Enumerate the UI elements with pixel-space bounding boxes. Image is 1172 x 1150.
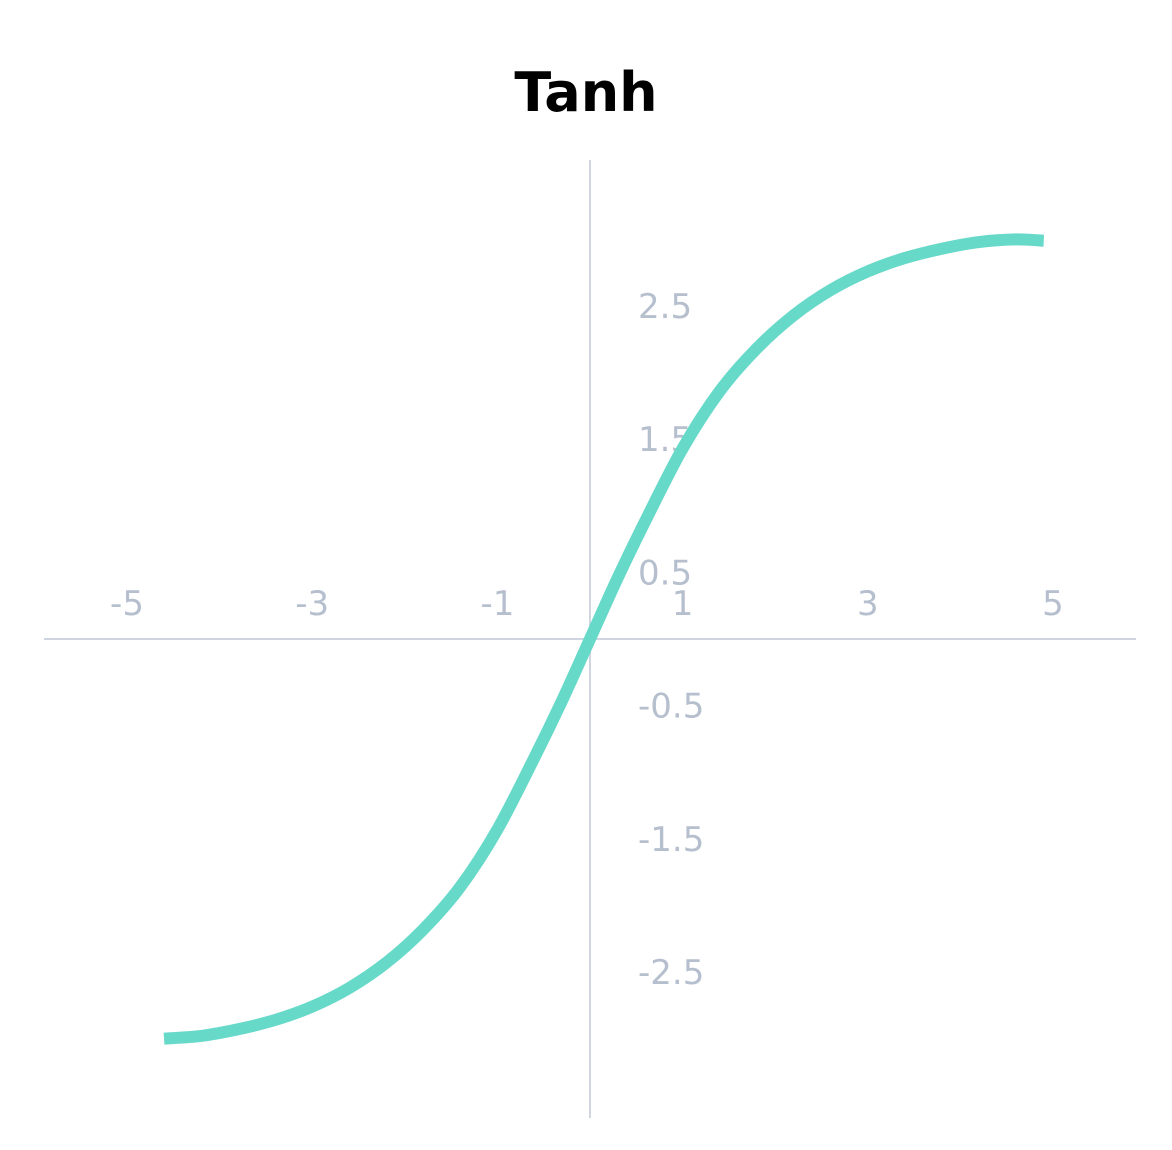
x-tick-label: -5 bbox=[110, 584, 144, 624]
y-tick-label: 2.5 bbox=[638, 287, 692, 327]
x-tick-label: 1 bbox=[672, 584, 694, 624]
x-tick-labels: -5 -3 -1 1 3 5 bbox=[110, 584, 1064, 624]
tanh-series-line bbox=[163, 233, 1045, 1045]
x-tick-label: 3 bbox=[857, 584, 879, 624]
x-tick-label: -3 bbox=[295, 584, 329, 624]
y-tick-label: -2.5 bbox=[638, 953, 704, 993]
x-tick-label: -1 bbox=[480, 584, 514, 624]
y-tick-label: 0.5 bbox=[638, 553, 692, 593]
y-tick-label: -1.5 bbox=[638, 820, 704, 860]
chart-title: Tanh bbox=[514, 61, 658, 124]
x-tick-label: 5 bbox=[1042, 584, 1064, 624]
y-tick-label: -0.5 bbox=[638, 687, 704, 727]
